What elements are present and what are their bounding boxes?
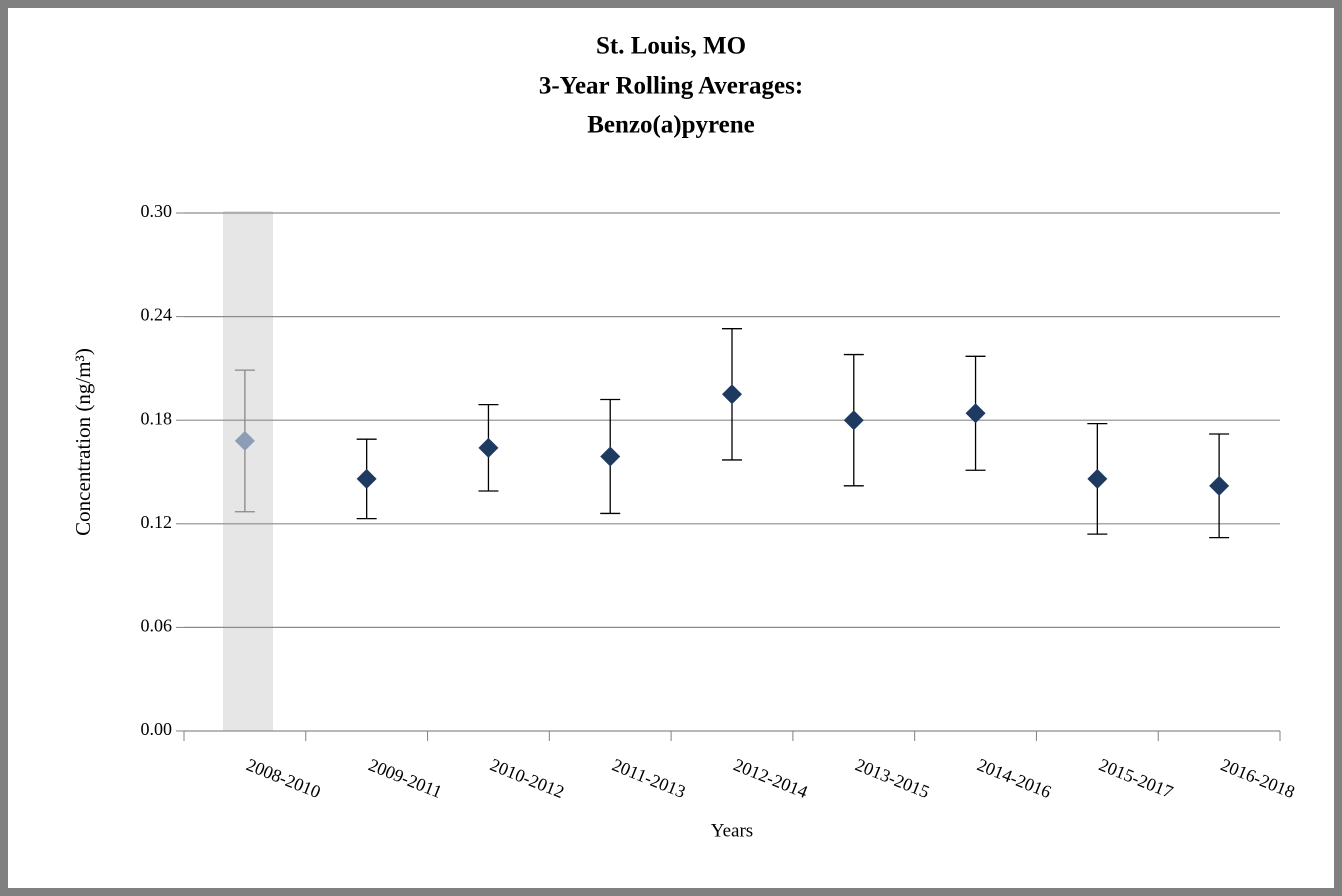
marker [600,446,621,467]
y-tick-label: 0.06 [141,616,173,636]
y-tick-label: 0.24 [141,305,173,325]
marker [234,430,255,451]
chart-title: St. Louis, MO [596,33,746,60]
marker [1209,475,1230,496]
y-tick-label: 0.12 [141,512,173,532]
marker [965,403,986,424]
chart-title: 3-Year Rolling Averages: [539,73,803,100]
highlight-band [223,211,273,731]
marker [1087,468,1108,489]
marker [478,437,499,458]
marker [843,410,864,431]
y-tick-label: 0.00 [141,719,173,739]
y-tick-label: 0.30 [141,201,173,221]
chart-title: Benzo(a)pyrene [587,112,755,139]
y-tick-label: 0.18 [141,408,173,428]
x-axis-label: Years [711,820,753,841]
marker [722,384,742,405]
marker [356,468,377,489]
y-axis-label: Concentration (ng/m³) [71,348,95,536]
